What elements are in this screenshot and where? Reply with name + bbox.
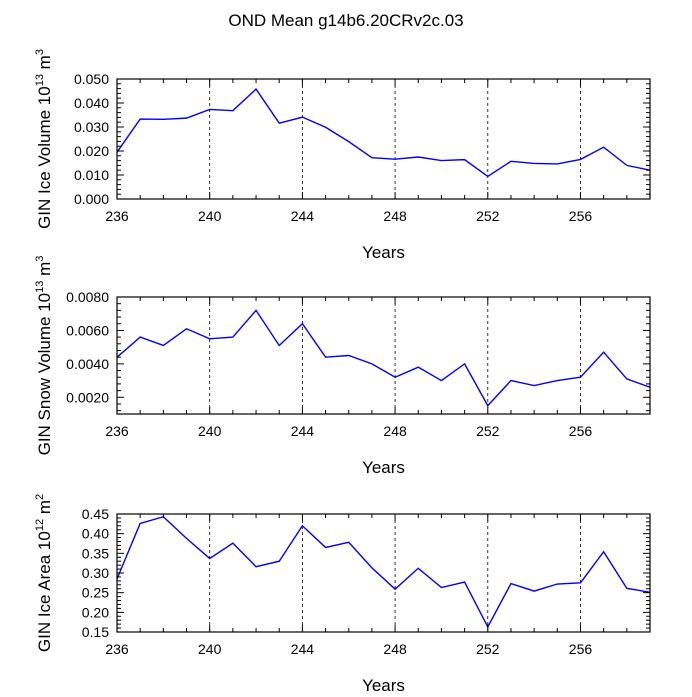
x-tick-label: 244 (291, 641, 315, 657)
y-tick-label: 0.20 (82, 604, 109, 620)
x-tick-label: 236 (105, 641, 129, 657)
x-tick-label: 240 (198, 423, 222, 439)
y-axis-label-text: GIN Snow Volume 10 (35, 293, 54, 456)
y-tick-label: 0.35 (82, 545, 109, 561)
y-axis-label: GIN Ice Volume 1013 m3 (34, 49, 54, 229)
x-tick-label: 236 (105, 423, 129, 439)
x-tick-label: 248 (383, 208, 407, 224)
y-axis-label: GIN Snow Volume 1013 m3 (34, 256, 54, 456)
x-tick-label: 240 (198, 208, 222, 224)
y-tick-label: 0.000 (74, 191, 109, 207)
x-tick-label: 236 (105, 208, 129, 224)
x-tick-label: 256 (569, 423, 593, 439)
y-tick-label: 0.020 (74, 143, 109, 159)
y-tick-label: 0.45 (82, 506, 109, 522)
y-axis-label-unit: m (35, 262, 54, 281)
y-tick-label: 0.30 (82, 565, 109, 581)
x-tick-label: 256 (569, 208, 593, 224)
y-axis-label-unit-exponent: 3 (34, 256, 46, 262)
chart-panel-1: 236 240 244 248 252 256 0.000 0.010 0.020 0.030 0.… (34, 49, 650, 262)
x-tick-label: 244 (291, 208, 315, 224)
y-axis-label-exponent: 12 (34, 519, 46, 531)
data-series-line (117, 310, 650, 405)
y-tick-label: 0.010 (74, 167, 109, 183)
chart-panel-3: 236 240 244 248 252 256 0.15 0.20 0.25 0.30 0.35 0.… (34, 494, 650, 692)
y-axis-label: GIN Ice Area 1012 m2 (34, 494, 54, 652)
plot-frame (117, 297, 650, 414)
y-axis-label-unit-exponent: 3 (34, 49, 46, 55)
x-tick-label: 252 (476, 208, 500, 224)
data-series-line (117, 517, 650, 627)
y-tick-label: 0.0020 (66, 389, 109, 405)
chart-title: OND Mean g14b6.20CRv2c.03 (228, 11, 463, 30)
y-tick-label: 0.25 (82, 585, 109, 601)
y-axis-label-text: GIN Ice Area 10 (35, 531, 54, 652)
y-axis-label-text: GIN Ice Volume 10 (35, 86, 54, 229)
x-tick-label: 248 (383, 641, 407, 657)
x-tick-label: 240 (198, 641, 222, 657)
data-series-line (117, 89, 650, 176)
plot-frame (117, 79, 650, 199)
chart-panel-2: 236 240 244 248 252 256 0.0020 0.0040 0.0060 0.00… (34, 256, 650, 477)
x-tick-label: 256 (569, 641, 593, 657)
x-tick-label: 248 (383, 423, 407, 439)
y-axis-label-exponent: 13 (34, 74, 46, 86)
x-axis-label: Years (362, 458, 405, 477)
x-axis-label: Years (362, 676, 405, 692)
x-tick-label: 252 (476, 423, 500, 439)
y-tick-label: 0.15 (82, 624, 109, 640)
x-tick-label: 252 (476, 641, 500, 657)
x-axis-label: Years (362, 243, 405, 262)
y-tick-label: 0.0040 (66, 356, 109, 372)
y-axis-label-unit: m (35, 500, 54, 519)
y-axis-label-exponent: 13 (34, 281, 46, 293)
y-tick-label: 0.0060 (66, 322, 109, 338)
plot-frame (117, 514, 650, 632)
y-axis-label-unit-exponent: 2 (34, 494, 46, 500)
y-tick-label: 0.040 (74, 95, 109, 111)
y-tick-label: 0.40 (82, 526, 109, 542)
y-tick-label: 0.030 (74, 119, 109, 135)
y-tick-label: 0.0080 (66, 289, 109, 305)
y-axis-label-unit: m (35, 55, 54, 74)
y-tick-label: 0.050 (74, 71, 109, 87)
x-tick-label: 244 (291, 423, 315, 439)
